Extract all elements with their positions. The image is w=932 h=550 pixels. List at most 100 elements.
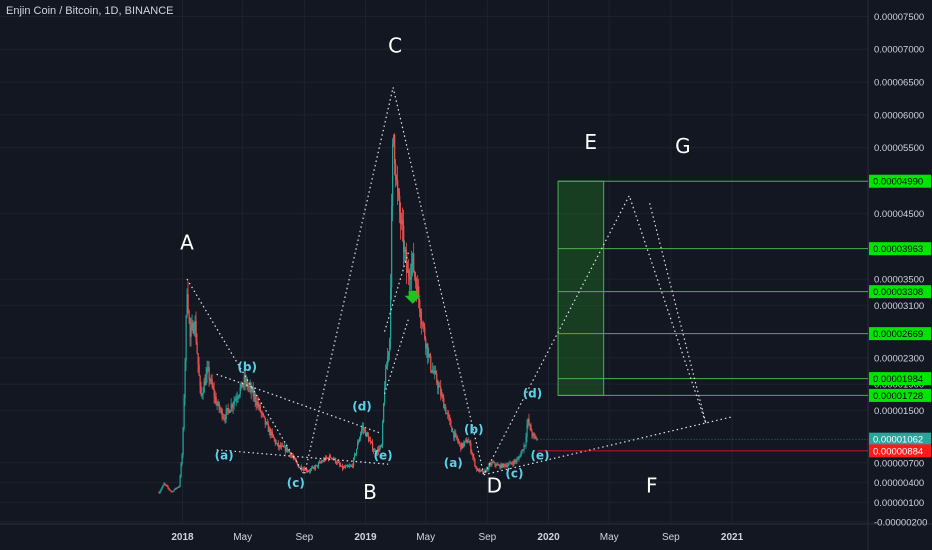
wave-label: (d)	[352, 399, 372, 413]
candle-body	[300, 466, 303, 470]
candle-body	[191, 322, 193, 328]
candle-body	[221, 409, 223, 418]
candle-body	[234, 399, 236, 401]
candle-body	[282, 445, 284, 448]
candle-body	[465, 439, 467, 441]
candle-body	[346, 465, 349, 467]
candle-body	[435, 371, 437, 374]
candle-body	[284, 446, 286, 452]
candle-body	[498, 464, 500, 466]
candle-body	[401, 220, 403, 224]
candle-body	[471, 451, 473, 455]
candle-body	[412, 253, 414, 264]
candle-body	[496, 464, 498, 466]
candle-body	[407, 270, 409, 273]
candle-body	[159, 491, 161, 494]
wave-label: D	[487, 473, 502, 497]
candle-body	[350, 465, 353, 467]
candle-body	[494, 462, 496, 465]
candle-body	[449, 416, 451, 421]
candle-body	[375, 450, 377, 455]
candle-body	[454, 432, 456, 438]
candle-body	[526, 424, 528, 437]
candle-body	[293, 457, 296, 459]
candle-body	[341, 465, 344, 469]
price-badge	[869, 174, 931, 188]
candle-body	[462, 442, 464, 447]
candle-body	[189, 318, 191, 337]
wave-label: A	[180, 231, 194, 255]
x-tick-label: 2018	[171, 532, 194, 543]
candle-body	[197, 353, 199, 365]
candle-body	[279, 445, 281, 448]
candle-body	[379, 447, 381, 452]
y-tick-label: 0.00003500	[874, 275, 924, 286]
candle-body	[348, 465, 351, 467]
candle-body	[330, 457, 333, 459]
candle-body	[210, 379, 212, 382]
candle-body	[178, 486, 180, 488]
candle-body	[418, 286, 420, 300]
candle-body	[174, 488, 176, 490]
x-tick-label: Sep	[295, 532, 313, 543]
candle-body	[387, 355, 389, 367]
candle-body	[229, 410, 231, 413]
candle-body	[230, 404, 232, 411]
candle-body	[512, 463, 514, 465]
candle-body	[497, 464, 499, 466]
candle-body	[260, 411, 262, 413]
candle-body	[185, 316, 187, 362]
candle-body	[456, 434, 458, 439]
candle-body	[208, 367, 210, 380]
candle-body	[351, 465, 354, 467]
candle-body	[207, 367, 209, 369]
candle-body	[481, 470, 483, 472]
price-badge	[869, 372, 931, 386]
candle-body	[345, 465, 348, 467]
candle-body	[296, 462, 299, 465]
candle-body	[406, 254, 408, 273]
wave-label: (b)	[464, 422, 484, 436]
candle-body	[428, 354, 430, 358]
candle-body	[392, 144, 394, 206]
candle-body	[420, 312, 422, 320]
candle-body	[220, 409, 222, 411]
candle-body	[445, 406, 447, 414]
candle-body	[517, 458, 519, 460]
candle-body	[251, 388, 253, 393]
price-badge-label: 0.00001984	[873, 374, 923, 385]
candle-body	[219, 408, 221, 410]
x-tick-label: May	[233, 532, 252, 543]
candle-body	[277, 443, 279, 448]
candle-body	[486, 468, 488, 472]
candle-body	[201, 394, 203, 396]
candle-body	[357, 441, 360, 443]
candle-body	[437, 382, 439, 389]
candle-body	[206, 368, 208, 375]
candle-body	[438, 385, 440, 389]
candle-body	[468, 441, 470, 443]
candle-body	[323, 459, 326, 461]
candle-body	[290, 455, 293, 457]
candle-body	[340, 465, 343, 467]
candle-body	[308, 471, 311, 473]
candle-body	[170, 490, 172, 492]
candle-body	[247, 386, 249, 388]
candle-body	[266, 422, 268, 424]
candle-body	[164, 483, 166, 485]
candle-body	[476, 467, 478, 471]
candle-body	[490, 463, 492, 465]
symbol-title: Enjin Coin / Bitcoin, 1D, BINANCE	[6, 5, 174, 17]
candle-body	[398, 191, 400, 196]
candle-body	[242, 384, 244, 388]
candle-body	[162, 484, 164, 488]
candle-body	[270, 431, 272, 436]
symbol-header[interactable]: Enjin Coin / Bitcoin, 1D, BINANCE	[6, 5, 174, 17]
x-tick-label: May	[600, 532, 619, 543]
candle-body	[477, 468, 479, 471]
candle-body	[474, 458, 476, 466]
candle-body	[244, 376, 246, 383]
candle-body	[306, 470, 309, 472]
candle-body	[304, 468, 307, 471]
